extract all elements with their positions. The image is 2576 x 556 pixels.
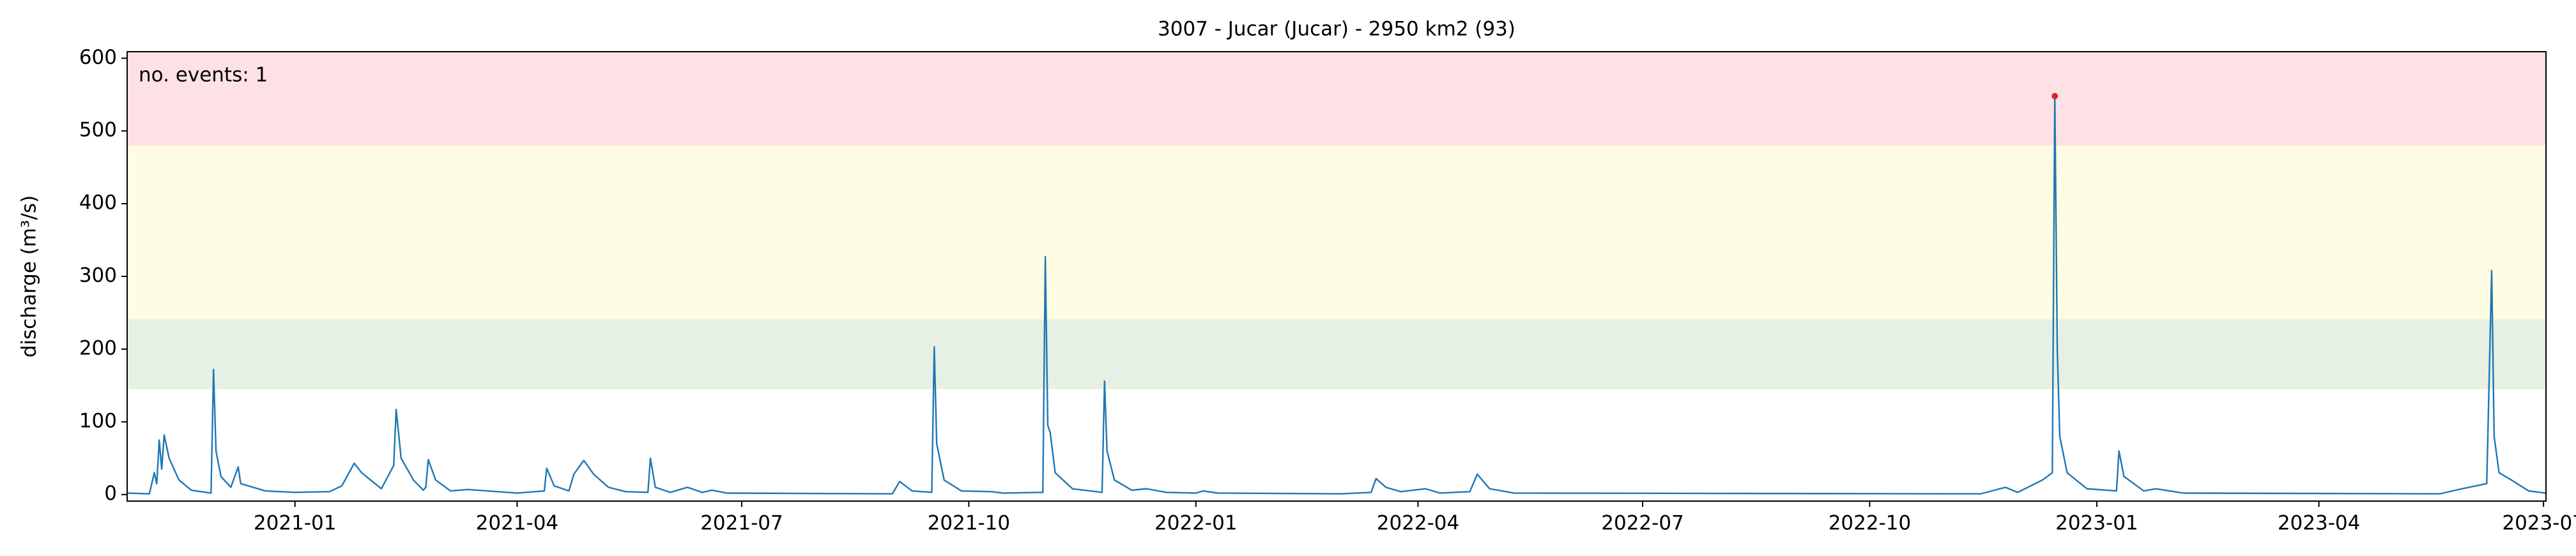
event-marker (2051, 93, 2058, 100)
discharge-line (126, 95, 2547, 495)
annotation: no. events: 1 (139, 64, 268, 87)
x-tick-label: 2021-07 (700, 512, 783, 535)
x-tick-label: 2021-04 (476, 512, 559, 535)
x-tick-label: 2022-10 (1828, 512, 1912, 535)
x-tick-label: 2022-01 (1154, 512, 1238, 535)
y-tick-label: 400 (79, 192, 117, 214)
y-tick-label: 500 (79, 119, 117, 142)
y-axis-label: discharge (m³/s) (18, 195, 41, 357)
x-tick-label: 2021-10 (928, 512, 1011, 535)
x-tick-label: 2022-07 (1601, 512, 1684, 535)
x-tick-label: 2023-07 (2502, 512, 2576, 535)
y-tick-label: 0 (104, 482, 117, 505)
y-tick-label: 100 (79, 409, 117, 432)
y-tick-label: 300 (79, 264, 117, 287)
threshold-band (127, 145, 2546, 320)
plot-frame (126, 51, 2547, 502)
x-tick-label: 2023-04 (2278, 512, 2361, 535)
chart-title: 3007 - Jucar (Jucar) - 2950 km2 (93) (1158, 18, 1515, 41)
x-tick-label: 2022-04 (1377, 512, 1460, 535)
threshold-band (127, 319, 2546, 389)
threshold-band (127, 52, 2546, 146)
y-tick-label: 200 (79, 336, 117, 359)
y-tick-label: 600 (79, 46, 117, 69)
x-tick-label: 2023-01 (2055, 512, 2138, 535)
x-tick-label: 2021-01 (254, 512, 337, 535)
